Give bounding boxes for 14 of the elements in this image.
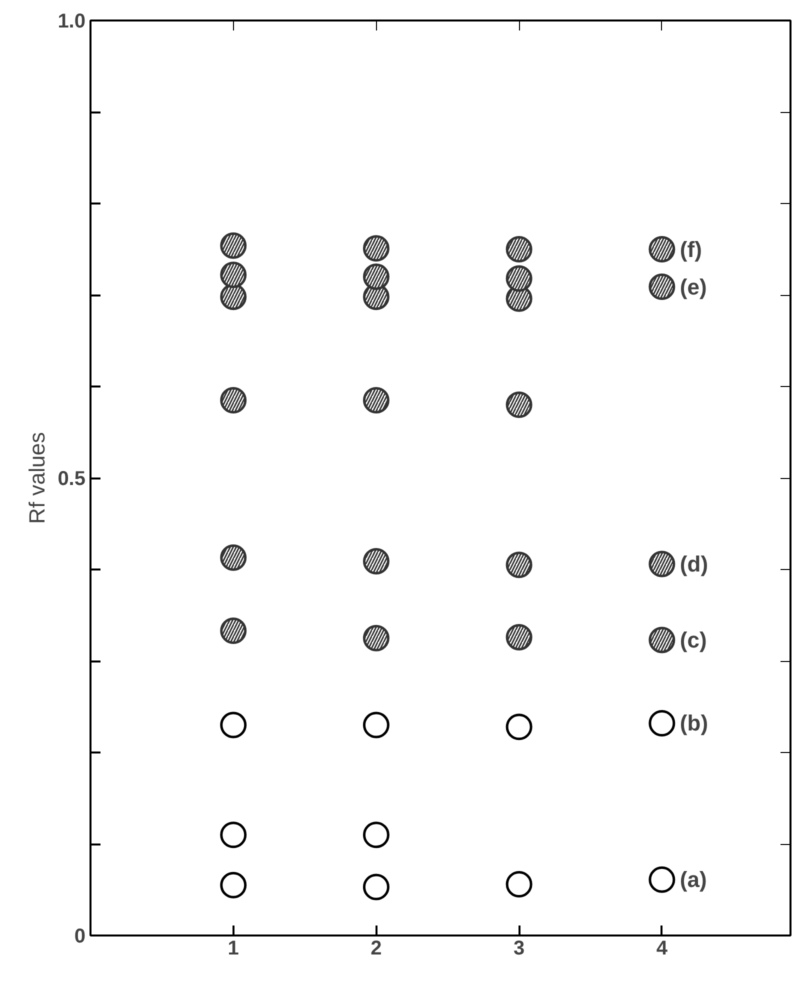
y-tick-label: 0 (74, 926, 86, 948)
annotation: (d) (680, 552, 708, 577)
y-axis-title: Rf values (24, 432, 50, 524)
annotation: (f) (680, 236, 702, 262)
x-tick-label: 2 (370, 938, 382, 960)
annotation: (a) (680, 867, 707, 892)
x-tick-label: 3 (514, 938, 525, 960)
y-tick-label: 0.5 (58, 468, 86, 490)
annotation: (e) (680, 274, 707, 300)
y-tick-label: 1.0 (58, 10, 86, 32)
annotation: (c) (680, 627, 707, 652)
x-tick-label: 4 (656, 938, 668, 960)
x-tick-label: 1 (228, 938, 239, 960)
annotation: (b) (680, 710, 708, 736)
